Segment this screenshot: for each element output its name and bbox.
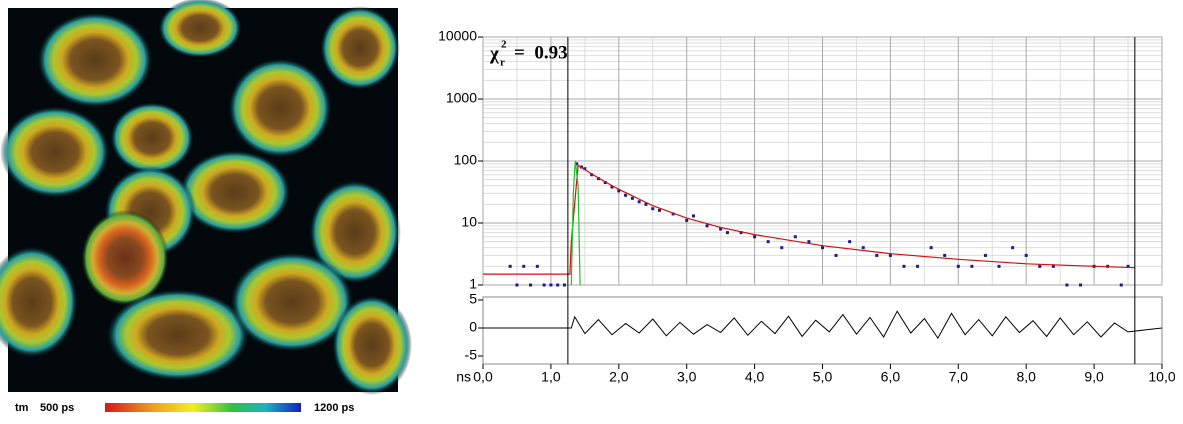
x-tick-label: 8,0 <box>1016 369 1036 385</box>
data-point <box>583 167 587 171</box>
data-point <box>970 264 974 268</box>
data-point <box>691 214 695 218</box>
data-point <box>821 246 824 250</box>
data-point <box>671 212 675 216</box>
x-tick-label: 7,0 <box>949 369 969 385</box>
colorbar <box>105 403 301 412</box>
chi-value: = 0.93 <box>514 42 568 63</box>
data-point <box>902 264 906 268</box>
data-point <box>875 253 879 257</box>
data-point <box>624 193 628 197</box>
data-point <box>1079 283 1083 287</box>
data-point <box>780 246 784 250</box>
data-point <box>562 283 566 287</box>
fit-line <box>483 164 1135 275</box>
data-point <box>997 264 1001 268</box>
data-point <box>807 240 811 244</box>
data-point <box>739 231 743 235</box>
data-point <box>793 235 797 239</box>
data-point <box>535 264 539 268</box>
data-point <box>630 196 634 200</box>
colorbar-min: 500 ps <box>40 402 74 414</box>
data-point <box>1119 283 1123 287</box>
data-point <box>529 283 533 287</box>
data-point <box>542 283 546 287</box>
data-point <box>956 264 960 268</box>
data-point <box>848 240 852 244</box>
data-point <box>1065 283 1069 287</box>
data-point <box>610 185 614 189</box>
flim-image <box>0 0 412 395</box>
data-point <box>861 246 865 250</box>
y-tick-label: 1 <box>469 276 477 292</box>
x-tick-label: 10,0 <box>1148 369 1175 385</box>
x-tick-label: 5,0 <box>813 369 833 385</box>
data-point <box>983 253 987 257</box>
residual-line <box>483 310 1163 340</box>
data-point <box>725 231 729 235</box>
y-tick-label: 100 <box>454 152 478 168</box>
residual-y-tick-label: 5 <box>469 291 477 307</box>
x-tick-label: 3,0 <box>677 369 697 385</box>
x-tick-label: 6,0 <box>881 369 901 385</box>
data-point <box>549 283 553 287</box>
data-point <box>617 189 621 193</box>
data-point <box>637 200 641 204</box>
x-tick-label: 0,0 <box>473 369 493 385</box>
data-point <box>753 235 757 239</box>
data-point <box>515 283 519 287</box>
data-point <box>719 227 723 231</box>
data-point <box>1126 264 1130 268</box>
data-point <box>522 264 526 268</box>
residual-y-tick-label: 0 <box>469 319 477 335</box>
data-point <box>575 162 579 166</box>
data-point <box>508 264 512 268</box>
residual-y-tick-label: -5 <box>465 347 478 363</box>
data-point <box>644 202 648 206</box>
chi-subscript: r <box>500 57 505 69</box>
x-tick-label: 4,0 <box>745 369 765 385</box>
data-point <box>556 283 560 287</box>
x-axis-label: ns <box>456 369 471 385</box>
data-point <box>1038 264 1042 268</box>
data-point <box>834 253 838 257</box>
y-tick-label: 1000 <box>446 90 477 106</box>
data-point <box>590 173 594 177</box>
data-point <box>1011 246 1015 250</box>
data-point <box>685 218 689 222</box>
x-tick-label: 1,0 <box>541 369 561 385</box>
chi-superscript: 2 <box>501 39 507 51</box>
data-point <box>705 224 709 228</box>
data-point <box>1024 253 1028 257</box>
data-point <box>929 246 933 250</box>
y-tick-label: 10 <box>461 214 477 230</box>
colorbar-max: 1200 ps <box>314 402 354 414</box>
chi-symbol: χ <box>489 43 499 64</box>
data-point <box>766 240 770 244</box>
data-point <box>658 208 662 212</box>
x-tick-label: 9,0 <box>1084 369 1104 385</box>
data-point <box>651 207 655 211</box>
data-point <box>916 264 920 268</box>
residual-area <box>482 296 1163 365</box>
y-tick-label: 10000 <box>438 28 477 44</box>
data-point <box>888 253 892 257</box>
data-point <box>1051 264 1055 268</box>
colorbar-label: tm <box>15 402 29 414</box>
fit-line <box>570 160 581 286</box>
data-point <box>943 253 947 257</box>
x-tick-label: 2,0 <box>609 369 629 385</box>
